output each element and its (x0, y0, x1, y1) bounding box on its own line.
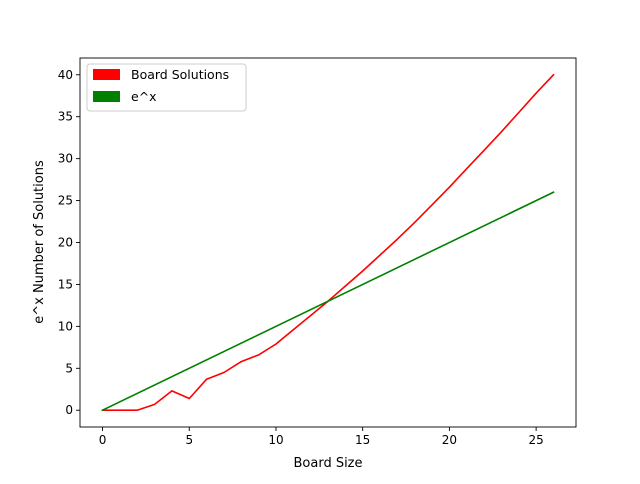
plot-area (80, 58, 576, 427)
y-tick-label: 35 (58, 110, 73, 124)
y-tick-label: 10 (58, 319, 73, 333)
y-tick-label: 15 (58, 277, 73, 291)
y-tick-label: 0 (65, 403, 73, 417)
y-tick-label: 5 (65, 361, 73, 375)
x-axis-label: Board Size (293, 456, 362, 471)
series-line-e-x (101, 191, 555, 412)
legend-swatch (93, 91, 120, 102)
legend: Board Solutions e^x (86, 63, 247, 112)
x-tick-label: 10 (268, 433, 283, 447)
x-tick-label: 15 (355, 433, 370, 447)
x-tick-label: 0 (99, 433, 107, 447)
x-tick-label: 20 (442, 433, 457, 447)
x-tick-label: 25 (528, 433, 543, 447)
y-tick-label: 25 (58, 194, 73, 208)
x-tick-label: 5 (185, 433, 193, 447)
y-tick-label: 30 (58, 152, 73, 166)
y-axis-label: e^x Number of Solutions (32, 160, 47, 324)
plot-background (80, 58, 576, 427)
legend-label: Board Solutions (131, 67, 229, 82)
legend-label: e^x (131, 89, 157, 104)
series-layer (101, 73, 555, 412)
legend-swatch (93, 69, 120, 80)
y-tick-label: 20 (58, 236, 73, 250)
y-tick-label: 40 (58, 68, 73, 82)
axes-layer: 0 5 10 15 20 25 0 5 10 15 20 25 30 35 40 (58, 57, 577, 447)
legend-box (86, 63, 247, 112)
